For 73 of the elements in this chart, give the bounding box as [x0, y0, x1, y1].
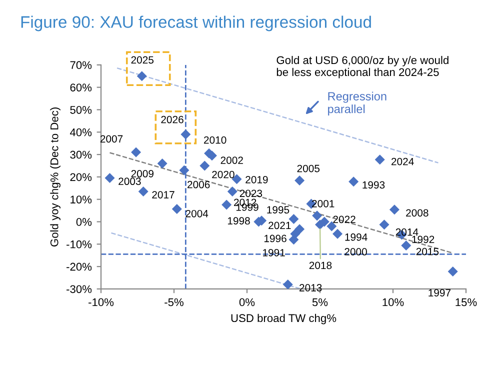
point [288, 234, 299, 245]
point [401, 240, 412, 250]
x-tick-label: -10% [88, 298, 114, 306]
point [374, 154, 385, 165]
point [131, 147, 142, 158]
annotation: 1996 [264, 234, 286, 242]
annotation: 2021 [268, 222, 291, 230]
x-tick-label: 10% [382, 298, 404, 306]
annotation: 2004 [186, 210, 208, 218]
annotation: 2007 [100, 135, 123, 143]
annotation: 1995 [267, 206, 290, 214]
annotation: 1993 [362, 181, 385, 189]
annotation: 2012 [234, 198, 256, 206]
x-tick-label: 15% [456, 298, 477, 306]
point [312, 210, 322, 221]
annotation: 2020 [212, 170, 234, 178]
point [138, 186, 148, 196]
point [282, 279, 293, 289]
annotation: 2022 [333, 216, 356, 224]
annotation: 2017 [152, 191, 174, 198]
point [294, 176, 305, 186]
chart-title: Figure 90: XAU forecast within regression cloud [21, 16, 371, 32]
annotation: 2003 [118, 178, 141, 186]
y-tick-label: 10% [70, 196, 92, 204]
point [104, 173, 115, 184]
x-tick-label: 5% [312, 298, 328, 306]
point [200, 160, 210, 171]
x-axis-title: USD broad TW chg% [231, 314, 336, 324]
annotation: 2002 [220, 156, 243, 164]
annotation: 2005 [297, 164, 320, 172]
annotation: 1994 [345, 233, 368, 241]
annotation: 2024 [391, 158, 414, 166]
annotation: 1997 [428, 289, 451, 296]
y-tick-label: -30% [66, 285, 92, 294]
point [172, 204, 182, 214]
annotation: 1998 [228, 217, 250, 225]
point [222, 200, 232, 210]
annotation: 2019 [246, 176, 268, 184]
point [348, 176, 359, 187]
y-tick-label: 20% [70, 173, 92, 182]
annotation: 2006 [188, 180, 210, 188]
point [332, 228, 343, 239]
y-tick-label: 30% [70, 150, 92, 159]
annotation: 2026 [161, 116, 184, 124]
point [227, 186, 238, 196]
y-tick-label: 70% [70, 61, 92, 70]
annotation: Regression parallel [328, 92, 386, 116]
x-tick-label: -5% [164, 298, 184, 306]
y-tick-label: 60% [70, 84, 92, 92]
annotation: 2023 [240, 190, 262, 198]
point [379, 220, 390, 230]
annotation: 2010 [204, 136, 226, 144]
y-tick-label: 50% [70, 106, 92, 114]
annotation: Gold at USD 6,000/oz by y/e would be less exceptional than 2024-25 [276, 56, 448, 78]
point [180, 129, 191, 140]
annotation: 2013 [300, 284, 322, 292]
y-tick-label: 40% [70, 128, 92, 136]
point [389, 204, 400, 215]
point [157, 158, 168, 168]
y-tick-label: -20% [66, 262, 92, 271]
annotation: 2018 [309, 262, 332, 270]
annotation: 2009 [131, 170, 154, 178]
annotation: 2025 [131, 56, 154, 64]
point [136, 71, 147, 82]
annotation: 2008 [406, 209, 428, 217]
point [448, 266, 458, 276]
y-tick-label: 0% [76, 218, 92, 226]
y-tick-label: -10% [66, 240, 92, 248]
y-axis-title: Gold yoy chg% (Dec to Dec) [50, 108, 60, 246]
x-tick-label: 0% [239, 298, 255, 306]
point [294, 224, 305, 234]
annotation: 1992 [412, 236, 434, 244]
point [179, 165, 190, 176]
